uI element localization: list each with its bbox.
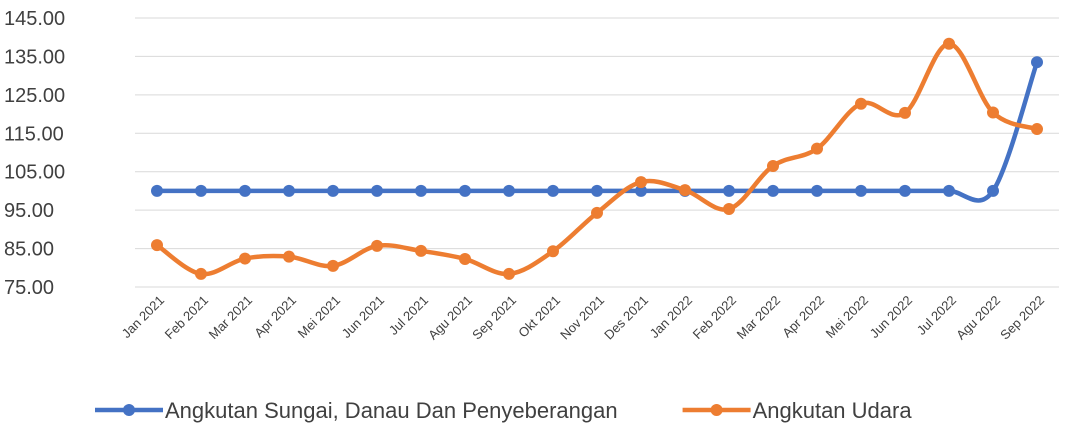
point (459, 184, 471, 197)
legend-marker (710, 404, 723, 416)
point (283, 250, 295, 263)
x-tick-label: Apr 2021 (251, 293, 299, 341)
x-tick-label: Des 2021 (601, 293, 651, 343)
x-tick-label: Jun 2022 (867, 293, 915, 341)
y-tick-label: 145.00 (4, 8, 65, 30)
x-tick-label: Mei 2021 (295, 293, 343, 341)
y-tick-label: 125.00 (4, 85, 65, 107)
point (151, 239, 163, 252)
point (547, 184, 559, 197)
x-tick-label: Mar 2022 (734, 293, 783, 342)
legend-label: Angkutan Sungai, Danau Dan Penyeberangan (165, 398, 618, 423)
point (327, 184, 339, 197)
legend-label: Angkutan Udara (753, 398, 913, 423)
x-tick-label: Jul 2022 (914, 293, 959, 338)
point (415, 184, 427, 197)
x-tick-label: Jan 2022 (647, 293, 695, 341)
point (239, 252, 251, 265)
y-tick-label: 85.00 (4, 239, 54, 261)
y-tick-label: 135.00 (4, 46, 65, 68)
point (767, 159, 779, 172)
x-tick-label: Jun 2021 (339, 293, 387, 341)
point (899, 106, 911, 119)
point (151, 184, 163, 197)
point (195, 267, 207, 280)
x-tick-label: Apr 2022 (779, 293, 827, 341)
x-tick-label: Sep 2021 (469, 293, 519, 343)
point (415, 244, 427, 257)
point (503, 267, 515, 280)
point (723, 202, 735, 215)
point (327, 259, 339, 272)
point (855, 184, 867, 197)
y-tick-label: 95.00 (4, 200, 54, 222)
y-tick-label: 115.00 (4, 123, 64, 145)
point (767, 184, 779, 197)
point (679, 184, 691, 197)
point (1031, 123, 1043, 136)
point (943, 37, 955, 50)
point (987, 184, 999, 197)
y-tick-label: 75.00 (4, 277, 54, 299)
x-tick-label: Mei 2022 (823, 293, 871, 341)
x-tick-label: Feb 2022 (690, 293, 739, 342)
y-tick-label: 105.00 (4, 162, 65, 184)
series-line (155, 41, 1038, 277)
point (591, 184, 603, 197)
point (635, 176, 647, 189)
x-tick-label: Sep 2022 (997, 293, 1047, 343)
series-line (157, 61, 1040, 203)
point (547, 245, 559, 258)
x-tick-label: Feb 2021 (162, 293, 211, 342)
point (811, 184, 823, 197)
point (459, 252, 471, 265)
point (855, 97, 867, 110)
point (1031, 56, 1043, 69)
legend-marker (123, 404, 135, 416)
point (811, 142, 823, 155)
x-tick-label: Okt 2021 (515, 293, 563, 341)
point (503, 184, 515, 197)
x-tick-label: Agu 2021 (425, 293, 475, 343)
x-tick-label: Agu 2022 (953, 293, 1003, 343)
x-tick-label: Nov 2021 (557, 293, 607, 343)
point (987, 106, 999, 119)
point (195, 184, 207, 197)
point (371, 239, 383, 252)
point (591, 206, 603, 219)
point (283, 184, 295, 197)
point (239, 184, 251, 197)
x-tick-label: Mar 2021 (206, 293, 255, 342)
point (723, 184, 735, 197)
x-tick-label: Jul 2021 (386, 293, 431, 338)
point (635, 184, 647, 197)
point (943, 184, 955, 197)
x-tick-label: Jan 2021 (119, 293, 167, 341)
point (899, 184, 911, 197)
point (371, 184, 383, 197)
